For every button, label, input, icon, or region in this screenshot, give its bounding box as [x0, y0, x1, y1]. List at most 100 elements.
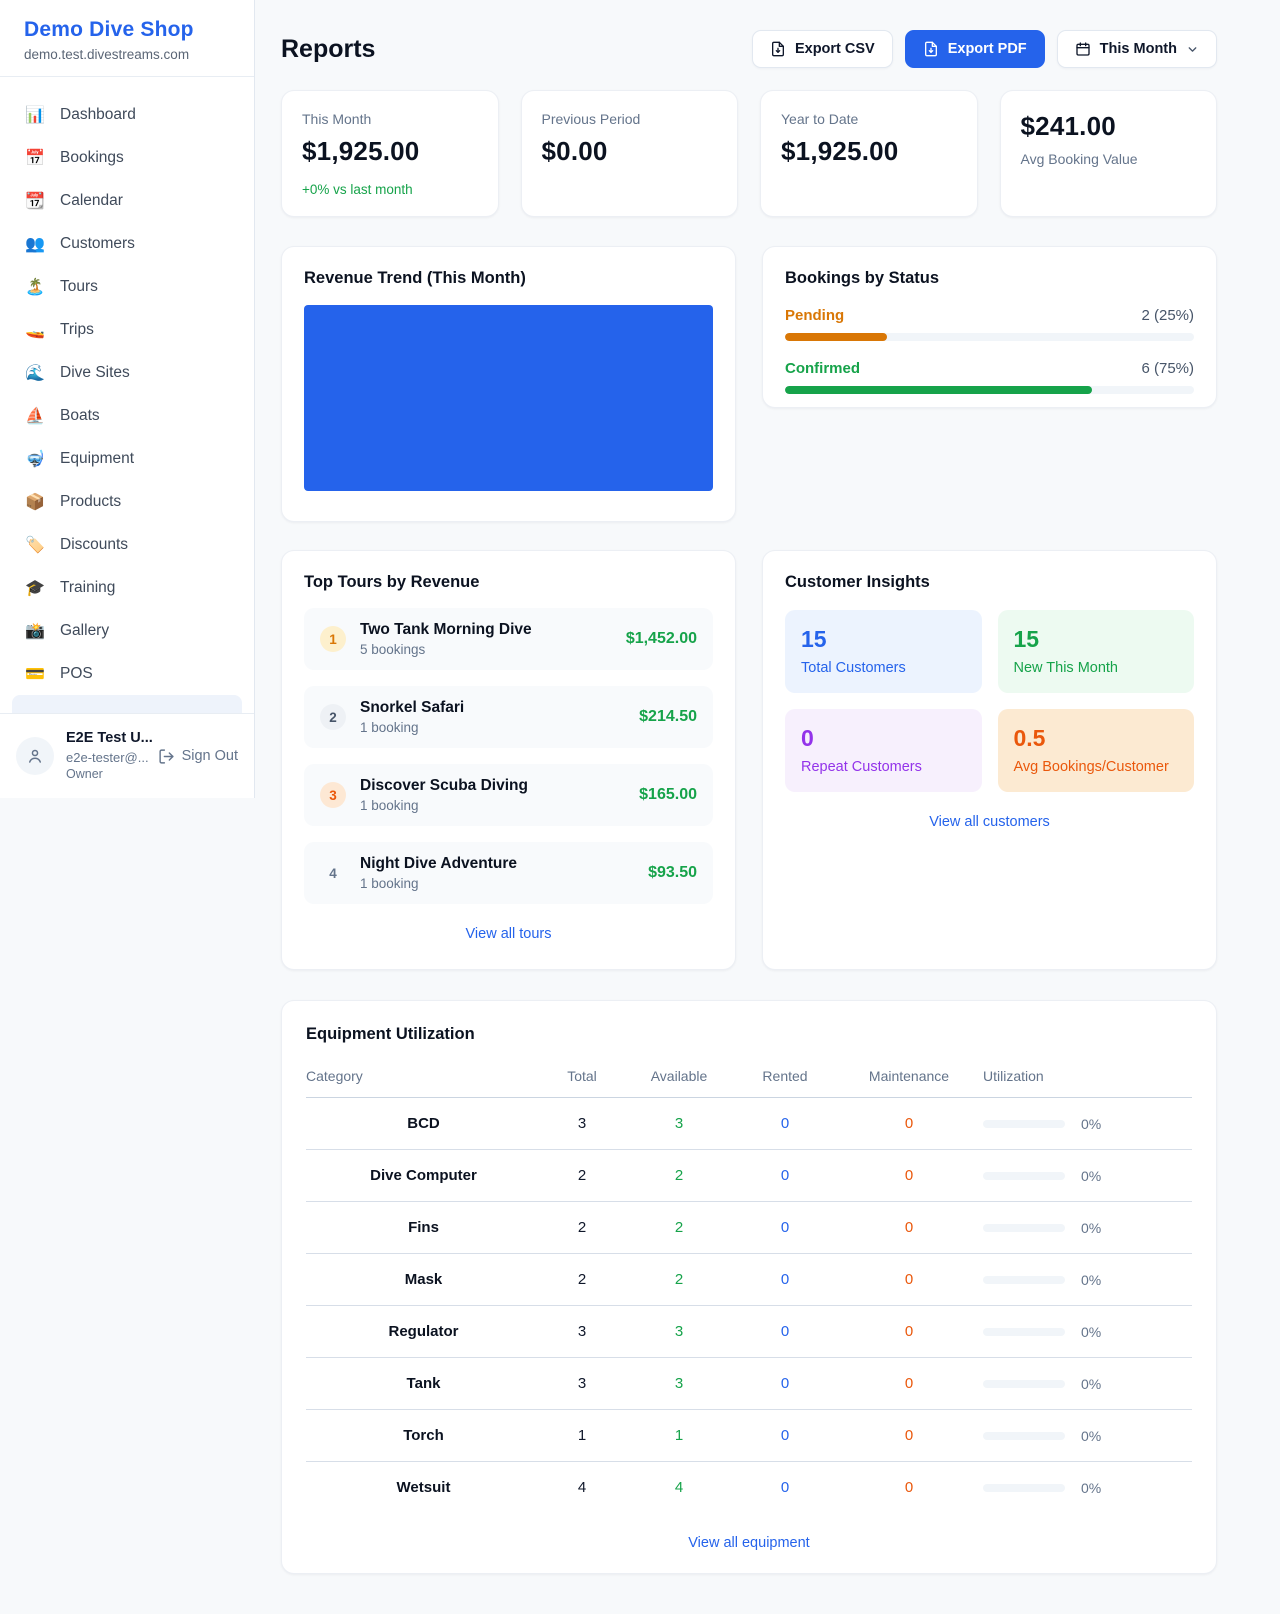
- view-all-equipment-link[interactable]: View all equipment: [688, 1535, 810, 1551]
- utilization-bar: [983, 1119, 1065, 1128]
- cell-tot: 2: [541, 1201, 623, 1254]
- revenue-trend-title: Revenue Trend (This Month): [304, 269, 526, 287]
- tour-item-night-dive-adventure: 4 Night Dive Adventure 1 booking $93.50: [304, 842, 713, 904]
- utilization-percent: 0%: [1081, 1115, 1102, 1132]
- tour-item-discover-scuba-diving: 3 Discover Scuba Diving 1 booking $165.00: [304, 764, 713, 826]
- insight-tile-total-customers: 15 Total Customers: [785, 610, 982, 693]
- sidebar-item-discounts[interactable]: 🏷️ Discounts: [12, 523, 242, 566]
- equipment-row-torch: Torch 1 1 0 0 0%: [306, 1409, 1192, 1462]
- export-csv-button[interactable]: Export CSV: [751, 30, 893, 68]
- cell-avail: 2: [623, 1201, 735, 1254]
- cell-rent: 0: [735, 1305, 835, 1358]
- utilization-bar: [983, 1327, 1065, 1336]
- cell-utilization: 0%: [983, 1253, 1192, 1306]
- sidebar-item-dive-sites[interactable]: 🌊 Dive Sites: [12, 351, 242, 394]
- sidebar-item-equipment[interactable]: 🤿 Equipment: [12, 437, 242, 480]
- tour-info: Snorkel Safari 1 booking: [360, 699, 464, 735]
- shop-name: Demo Dive Shop: [24, 18, 194, 41]
- cell-rent: 0: [735, 1097, 835, 1150]
- insight-tiles: 15 Total Customers 15 New This Month 0 Repeat…: [785, 610, 1194, 792]
- utilization-bar: [983, 1275, 1065, 1284]
- status-row-pending: Pending 2 (25%): [785, 307, 1194, 341]
- column-header-total: Total: [541, 1056, 623, 1098]
- equipment-title: Equipment Utilization: [306, 1025, 475, 1043]
- cell-cat: Mask: [306, 1253, 541, 1306]
- sidebar-nav: 📊 Dashboard 📅 Bookings 📆 Calendar 👥 Customers 🏝️…: [0, 77, 254, 713]
- tour-name: Night Dive Adventure: [360, 855, 518, 872]
- sidebar-item-gallery[interactable]: 📸 Gallery: [12, 609, 242, 652]
- sidebar-item-trips[interactable]: 🚤 Trips: [12, 308, 242, 351]
- status-label: Confirmed: [785, 360, 860, 377]
- cell-cat: Fins: [306, 1201, 541, 1254]
- tours-icon: 🏝️: [25, 278, 45, 296]
- cell-maint: 0: [835, 1357, 983, 1410]
- export-pdf-button[interactable]: Export PDF: [904, 30, 1045, 68]
- period-dropdown[interactable]: This Month: [1056, 30, 1217, 68]
- sidebar-item-tours[interactable]: 🏝️ Tours: [12, 265, 242, 308]
- equipment-table-header: Category Total Available Rented Maintenance U…: [306, 1056, 1192, 1098]
- utilization-percent: 0%: [1081, 1427, 1102, 1444]
- status-list: Pending 2 (25%) Confirmed 6 (75%): [785, 307, 1194, 394]
- sidebar-item-label: Equipment: [60, 449, 135, 467]
- equipment-row-dive-computer: Dive Computer 2 2 0 0 0%: [306, 1149, 1192, 1202]
- sidebar-item-products[interactable]: 📦 Products: [12, 480, 242, 523]
- bookings-icon: 📅: [25, 149, 45, 167]
- cell-avail: 3: [623, 1097, 735, 1150]
- stat-label: This Month: [302, 111, 372, 127]
- insight-tile-avg-bookings-customer: 0.5 Avg Bookings/Customer: [997, 709, 1194, 792]
- insight-value: 15: [801, 626, 827, 652]
- column-header-available: Available: [623, 1056, 735, 1098]
- utilization-bar: [983, 1171, 1065, 1180]
- export-csv-label: Export CSV: [794, 41, 875, 57]
- sidebar-item-boats[interactable]: ⛵ Boats: [12, 394, 242, 437]
- utilization-bar: [983, 1223, 1065, 1232]
- equipment-icon: 🤿: [25, 450, 45, 468]
- cell-maint: 0: [835, 1201, 983, 1254]
- cell-cat: Torch: [306, 1409, 541, 1462]
- avatar: [16, 737, 54, 775]
- tour-revenue: $214.50: [639, 708, 697, 725]
- cell-cat: BCD: [306, 1097, 541, 1150]
- view-all-tours-link[interactable]: View all tours: [465, 926, 552, 942]
- sign-out-button[interactable]: Sign Out: [158, 748, 238, 765]
- tour-bookings: 1 booking: [360, 720, 419, 735]
- sidebar-item-dashboard[interactable]: 📊 Dashboard: [12, 93, 242, 136]
- tour-revenue: $93.50: [648, 864, 697, 881]
- cell-cat: Dive Computer: [306, 1149, 541, 1202]
- sidebar-item-label: Gallery: [60, 621, 110, 639]
- sidebar-item-pos[interactable]: 💳 POS: [12, 652, 242, 695]
- sidebar-item-bookings[interactable]: 📅 Bookings: [12, 136, 242, 179]
- gallery-icon: 📸: [25, 622, 45, 640]
- utilization-percent: 0%: [1081, 1219, 1102, 1236]
- tour-name: Discover Scuba Diving: [360, 777, 528, 794]
- calendar-icon: 📆: [25, 192, 45, 210]
- equipment-row-tank: Tank 3 3 0 0 0%: [306, 1357, 1192, 1410]
- tour-bookings: 5 bookings: [360, 642, 426, 657]
- cell-rent: 0: [735, 1409, 835, 1462]
- tour-info: Two Tank Morning Dive 5 bookings: [360, 621, 532, 657]
- sidebar-item-calendar[interactable]: 📆 Calendar: [12, 179, 242, 222]
- equipment-row-regulator: Regulator 3 3 0 0 0%: [306, 1305, 1192, 1358]
- dive-sites-icon: 🌊: [25, 364, 45, 382]
- page-title: Reports: [281, 34, 376, 63]
- tour-item-snorkel-safari: 2 Snorkel Safari 1 booking $214.50: [304, 686, 713, 748]
- cell-utilization: 0%: [983, 1357, 1192, 1410]
- sidebar-item-customers[interactable]: 👥 Customers: [12, 222, 242, 265]
- insight-value: 0: [801, 725, 814, 751]
- revenue-trend-card: Revenue Trend (This Month): [281, 246, 736, 522]
- view-all-customers-link[interactable]: View all customers: [929, 814, 1050, 830]
- tour-info: Discover Scuba Diving 1 booking: [360, 777, 528, 813]
- utilization-bar: [983, 1431, 1065, 1440]
- sidebar-item-training[interactable]: 🎓 Training: [12, 566, 242, 609]
- tour-name: Snorkel Safari: [360, 699, 465, 716]
- tour-list: 1 Two Tank Morning Dive 5 bookings $1,452.0…: [304, 608, 713, 904]
- revenue-trend-chart: [304, 305, 713, 491]
- insight-label: Avg Bookings/Customer: [1013, 759, 1169, 775]
- sidebar-item-label: Products: [60, 492, 122, 510]
- customer-insights-card: Customer Insights 15 Total Customers 15 New…: [762, 550, 1217, 970]
- cell-tot: 2: [541, 1253, 623, 1306]
- stat-delta: +0% vs last month: [302, 182, 413, 197]
- export-pdf-label: Export PDF: [947, 41, 1027, 57]
- discounts-icon: 🏷️: [25, 536, 45, 554]
- trips-icon: 🚤: [25, 321, 45, 339]
